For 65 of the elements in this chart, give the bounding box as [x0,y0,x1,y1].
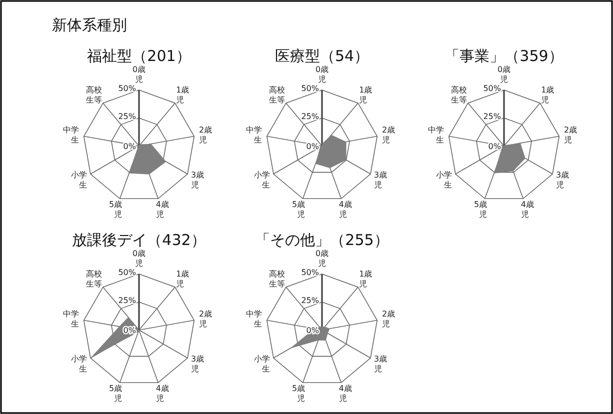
spoke-label: 5歳児 [474,200,488,219]
spoke-label: 高校生等 [86,86,102,105]
spoke-label: 2歳児 [382,125,396,144]
spoke-label: 0歳児 [315,65,329,84]
y-tick-label: 50% [301,268,320,277]
y-tick-label: 25% [118,112,136,121]
spoke-label: 1歳児 [359,86,372,105]
chart-title: 「その他」（255） [255,231,389,249]
spoke-label: 5歳児 [292,200,306,219]
spoke-label: 高校生等 [450,86,467,105]
spoke-label: 3歳児 [191,170,204,190]
spoke-label: 中学生 [63,309,80,328]
y-tick-label: 50% [483,84,502,93]
spoke-label: 0歳児 [132,249,146,268]
spoke-label: 1歳児 [541,86,554,105]
spoke-label: 5歳児 [108,200,122,219]
spoke-label: 小学生 [436,170,452,190]
spoke-label: 高校生等 [86,270,102,289]
spoke-label: 1歳児 [359,270,372,289]
chart-title: 医療型（54） [274,47,370,65]
y-tick-label: 0% [306,142,320,151]
spoke-label: 高校生等 [268,270,285,289]
spoke-label: 1歳児 [176,86,190,105]
spoke-label: 5歳児 [292,384,306,403]
spoke-label: 3歳児 [191,354,204,374]
y-tick-label: 25% [483,112,502,121]
y-tick-label: 25% [301,112,320,121]
spoke-label: 高校生等 [268,86,285,105]
spoke-label: 2歳児 [198,309,212,328]
spoke-label: 5歳児 [108,384,122,403]
spoke-label: 中学生 [246,125,262,144]
spoke-label: 中学生 [63,125,80,144]
y-tick-label: 50% [118,268,136,277]
y-tick-label: 0% [488,142,502,151]
spoke-label: 中学生 [246,309,262,328]
text: 新体系種別 [52,16,127,34]
spoke-label: 4歳児 [338,200,352,219]
spoke-label: 3歳児 [556,170,570,190]
y-tick-label: 25% [118,296,136,305]
spoke-label: 3歳児 [374,170,388,190]
spoke-label: 小学生 [254,354,270,374]
y-tick-label: 25% [301,296,320,305]
spoke-label: 2歳児 [198,125,212,144]
chart-title: 放課後デイ（432） [72,231,206,249]
spoke-label: 2歳児 [382,309,396,328]
spoke-label: 0歳児 [132,65,146,84]
spoke-label: 小学生 [70,354,87,374]
y-tick-label: 0% [123,142,136,151]
spoke-label: 0歳児 [497,65,511,84]
spoke-label: 中学生 [428,125,444,144]
spoke-label: 4歳児 [156,384,170,403]
spoke-label: 4歳児 [338,384,352,403]
spoke-label: 4歳児 [520,200,534,219]
y-tick-label: 0% [123,326,136,335]
spoke-label: 小学生 [254,170,270,190]
chart-title: 福祉型（201） [87,47,191,65]
spoke-label: 1歳児 [176,270,190,289]
chart-title: 「事業」（359） [444,47,564,65]
spoke-label: 2歳児 [564,125,578,144]
spoke-label: 小学生 [70,170,87,190]
spoke-label: 3歳児 [374,354,388,374]
spoke-label: 4歳児 [156,200,170,219]
y-tick-label: 50% [118,84,136,93]
y-tick-label: 50% [301,84,320,93]
spoke-label: 0歳児 [315,249,329,268]
